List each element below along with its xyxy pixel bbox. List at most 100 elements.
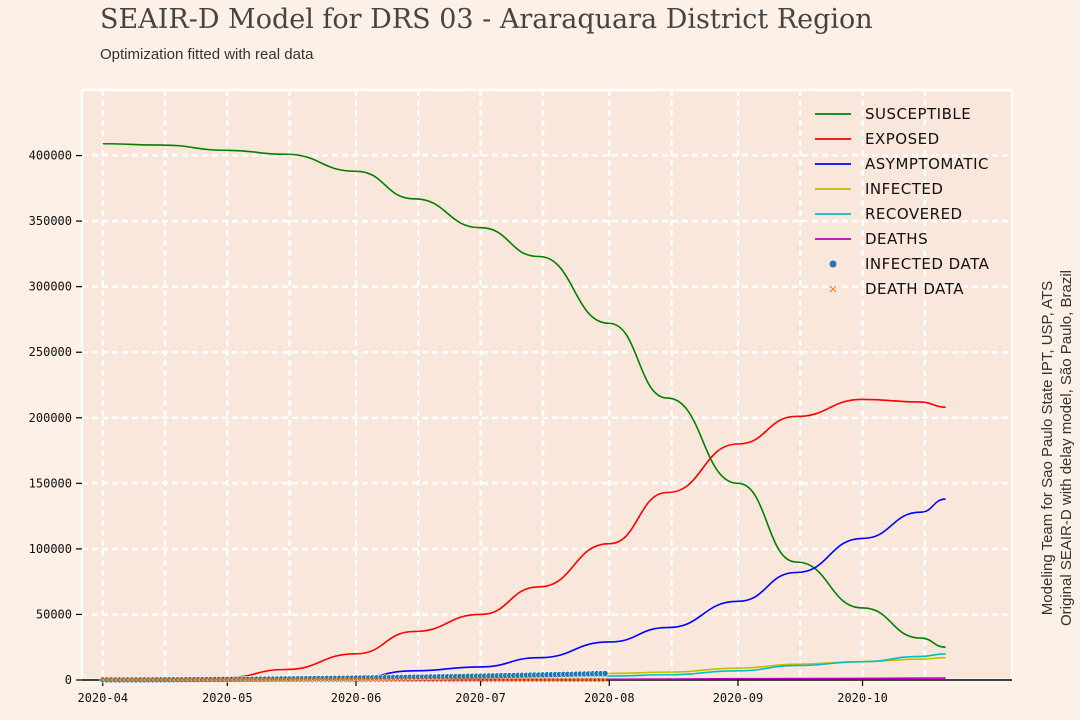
y-tick-label: 300000 (29, 280, 72, 294)
data-point-death-data (552, 677, 558, 683)
data-point-death-data (191, 677, 197, 683)
data-point-death-data (449, 677, 454, 683)
y-tick-label: 350000 (29, 214, 72, 228)
data-point-death-data (154, 677, 160, 683)
legend-label-death-data: DEATH DATA (865, 280, 964, 298)
data-point-death-data (577, 677, 583, 683)
x-tick-label: 2020-05 (202, 691, 253, 705)
data-point-death-data (594, 677, 600, 683)
data-point-death-data (486, 677, 492, 683)
data-point-death-data (415, 677, 421, 683)
y-tick-label: 150000 (29, 476, 72, 490)
data-point-death-data (295, 677, 301, 683)
data-point-death-data (278, 677, 284, 683)
data-point-death-data (386, 677, 392, 683)
data-point-death-data (320, 677, 326, 683)
data-point-death-data (407, 677, 413, 683)
data-point-death-data (262, 677, 268, 683)
data-point-death-data (573, 677, 579, 683)
data-point-death-data (332, 677, 338, 683)
y-tick-label: 100000 (29, 542, 72, 556)
data-point-death-data (503, 677, 508, 683)
data-point-death-data (291, 677, 297, 683)
x-tick-label: 2020-04 (77, 691, 128, 705)
data-point-death-data (241, 677, 247, 683)
data-point-death-data (233, 677, 238, 683)
data-point-death-data (125, 677, 131, 683)
y-tick-label: 0 (65, 673, 72, 687)
data-point-death-data (303, 677, 309, 683)
data-point-death-data (266, 677, 272, 683)
data-point-death-data (208, 677, 214, 683)
data-point-death-data (224, 677, 230, 683)
data-point-death-data (287, 677, 292, 683)
data-point-death-data (582, 677, 587, 683)
data-point-death-data (112, 677, 118, 683)
data-point-death-data (536, 677, 542, 683)
data-point-death-data (561, 677, 566, 683)
data-point-death-data (270, 677, 276, 683)
data-point-death-data (482, 677, 488, 683)
data-point-death-data (187, 677, 193, 683)
data-point-death-data (146, 677, 151, 683)
legend-label-infected: INFECTED (865, 180, 943, 198)
data-point-death-data (432, 677, 438, 683)
data-point-death-data (345, 677, 351, 683)
data-point-death-data (349, 677, 355, 683)
data-point-death-data (316, 677, 322, 683)
data-point-death-data (445, 677, 450, 683)
y-tick-label: 50000 (36, 607, 72, 621)
data-point-death-data (370, 677, 375, 683)
data-point-death-data (353, 677, 359, 683)
data-point-infected-data (601, 670, 609, 677)
data-point-death-data (411, 677, 417, 683)
data-point-death-data (374, 677, 380, 683)
data-point-death-data (341, 677, 346, 683)
data-point-death-data (424, 677, 429, 683)
data-point-death-data (195, 677, 201, 683)
plot-area (80, 88, 1014, 682)
data-point-death-data (498, 677, 504, 683)
data-point-death-data (440, 677, 446, 683)
y-tick-label: 400000 (29, 149, 72, 163)
data-point-death-data (586, 677, 591, 683)
data-point-death-data (328, 677, 334, 683)
data-point-death-data (420, 677, 425, 683)
data-point-death-data (312, 677, 317, 683)
data-point-death-data (229, 677, 234, 683)
data-point-death-data (378, 677, 384, 683)
data-point-death-data (237, 677, 243, 683)
legend-label-asymptomatic: ASYMPTOMATIC (865, 155, 989, 173)
data-point-death-data (474, 677, 479, 683)
legend-label-susceptible: SUSCEPTIBLE (865, 105, 971, 123)
data-point-death-data (175, 677, 180, 683)
series-line-susceptible (102, 142, 946, 649)
data-point-death-data (200, 677, 205, 683)
data-point-death-data (220, 677, 226, 683)
data-point-death-data (249, 677, 255, 683)
data-point-death-data (117, 677, 122, 683)
chart-title: SEAIR-D Model for DRS 03 - Araraquara Di… (100, 4, 873, 35)
data-point-death-data (540, 677, 546, 683)
y-tick-label: 200000 (29, 411, 72, 425)
x-tick-label: 2020-06 (331, 691, 382, 705)
data-point-death-data (511, 677, 517, 683)
data-point-death-data (108, 677, 114, 683)
data-point-death-data (528, 677, 533, 683)
data-point-death-data (382, 677, 388, 683)
data-point-death-data (565, 677, 571, 683)
data-point-death-data (366, 677, 371, 683)
data-point-death-data (391, 677, 396, 683)
legend-label-recovered: RECOVERED (865, 205, 963, 223)
x-tick-label: 2020-08 (584, 691, 635, 705)
legend: SUSCEPTIBLE EXPOSED ASYMPTOMATIC INFECTED RE… (815, 105, 989, 298)
x-tick-label: 2020-10 (837, 691, 888, 705)
data-point-death-data (532, 677, 537, 683)
data-point-death-data (357, 677, 363, 683)
legend-swatch-death-data (829, 285, 837, 293)
x-tick-label: 2020-09 (713, 691, 764, 705)
data-point-death-data (361, 677, 367, 683)
data-point-death-data (523, 677, 529, 683)
data-point-death-data (216, 677, 222, 683)
